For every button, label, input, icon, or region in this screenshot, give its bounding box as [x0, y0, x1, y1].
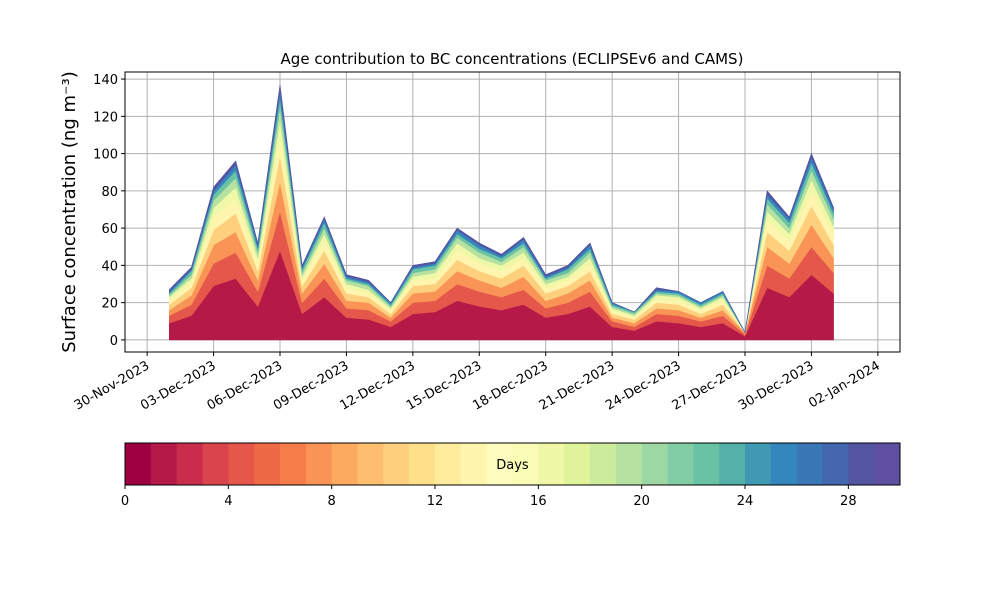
colorbar-label: Days	[496, 458, 529, 473]
colorbar-cell	[409, 443, 436, 485]
colorbar-cell	[590, 443, 617, 485]
x-tick-label: 02-Jan-2024	[806, 358, 883, 411]
colorbar-cell	[357, 443, 384, 485]
colorbar-cell	[745, 443, 772, 485]
colorbar-cell	[486, 443, 513, 485]
colorbar-cell	[150, 443, 178, 485]
colorbar-cell	[667, 443, 694, 485]
colorbar-cell	[538, 443, 565, 485]
y-tick-label: 80	[101, 185, 118, 200]
y-tick-label: 60	[101, 222, 118, 237]
colorbar-cell	[435, 443, 462, 485]
colorbar-cell	[822, 443, 849, 485]
y-tick-label: 120	[93, 110, 118, 125]
colorbar-cell	[719, 443, 746, 485]
colorbar-cell	[305, 443, 333, 485]
colorbar-cell	[383, 443, 410, 485]
colorbar-cell	[564, 443, 591, 485]
colorbar-cell	[770, 443, 798, 485]
colorbar-cell	[228, 443, 255, 485]
colorbar-tick-label: 24	[737, 494, 754, 509]
colorbar-cell	[848, 443, 875, 485]
chart-title: Age contribution to BC concentrations (E…	[281, 50, 744, 68]
colorbar-cell	[280, 443, 307, 485]
colorbar-cell	[512, 443, 539, 485]
colorbar-tick-label: 12	[427, 494, 444, 509]
y-tick-label: 0	[110, 334, 118, 349]
colorbar-cell	[176, 443, 203, 485]
colorbar-cell	[331, 443, 358, 485]
colorbar-frame	[124, 442, 901, 486]
colorbar-tick-label: 28	[840, 494, 857, 509]
colorbar-cell	[254, 443, 281, 485]
colorbar-tick-label: 4	[224, 494, 232, 509]
colorbar-cell	[125, 443, 152, 485]
colorbar-cell	[874, 443, 901, 485]
colorbar-cell	[693, 443, 720, 485]
colorbar-tick-label: 20	[633, 494, 650, 509]
colorbar-cell	[202, 443, 229, 485]
colorbar-cell	[460, 443, 488, 485]
area-band	[168, 84, 834, 334]
y-tick-label: 140	[93, 73, 118, 88]
colorbar-cell	[615, 443, 643, 485]
y-tick-label: 40	[101, 259, 118, 274]
x-tick-label: 30-Dec-2023	[736, 358, 816, 413]
colorbar-tick-label: 8	[328, 494, 336, 509]
colorbar-cell	[641, 443, 668, 485]
colorbar-tick-label: 0	[121, 494, 129, 509]
colorbar-cell	[796, 443, 823, 485]
plot-frame	[124, 71, 901, 353]
y-tick-label: 100	[93, 148, 118, 163]
y-axis-label: Surface concentration (ng m⁻³)	[59, 71, 80, 353]
y-tick-label: 20	[101, 297, 118, 312]
colorbar-tick-label: 16	[530, 494, 547, 509]
